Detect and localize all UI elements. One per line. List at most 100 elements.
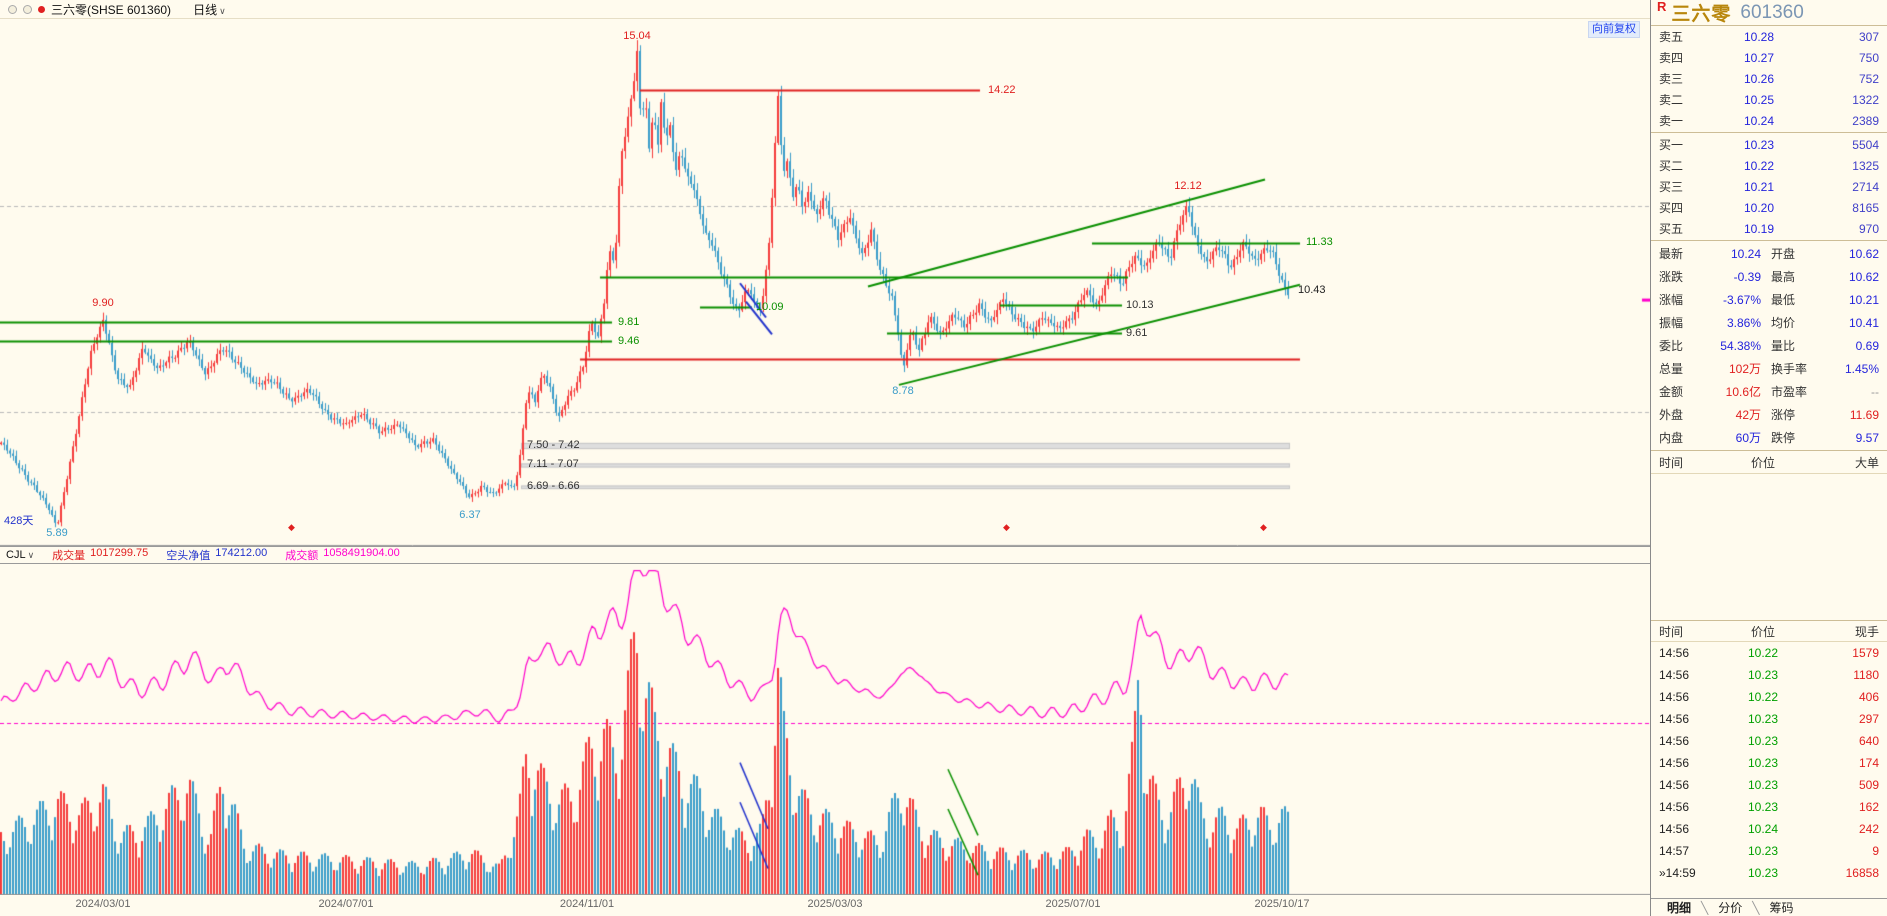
- order-book-row-sells-3[interactable]: 卖二 10.25 1322: [1651, 89, 1887, 110]
- big-order-table-empty: [1651, 474, 1887, 620]
- indicator-name-label: CJL: [6, 549, 26, 561]
- quote-info-value: 0.69: [1855, 338, 1879, 353]
- tick-volume: 509: [1858, 778, 1879, 792]
- order-book-volume: 1325: [1852, 158, 1879, 173]
- tab-分价[interactable]: 分价: [1718, 901, 1743, 915]
- tick-time: »14:59: [1659, 866, 1696, 880]
- tick-volume: 1579: [1852, 646, 1879, 660]
- date-axis-label: 2025/07/01: [1045, 898, 1101, 910]
- quote-info-label: 均价: [1771, 316, 1796, 330]
- tick-volume: 16858: [1845, 866, 1879, 880]
- order-book-volume: 1322: [1852, 92, 1879, 107]
- order-book-row-buys-0[interactable]: 买一 10.23 5504: [1651, 134, 1887, 155]
- order-book-volume: 307: [1858, 29, 1879, 44]
- window-link-icon[interactable]: [8, 4, 17, 14]
- quote-info-value: 9.57: [1855, 430, 1879, 445]
- order-book-row-buys-4[interactable]: 买五 10.19 970: [1651, 218, 1887, 239]
- divider: [1651, 132, 1887, 133]
- table-header-cell: 现手: [1854, 624, 1879, 639]
- quote-info-label: 换手率: [1771, 362, 1808, 376]
- tab-筹码[interactable]: 筹码: [1769, 901, 1794, 915]
- tick-volume: 297: [1858, 712, 1879, 726]
- tick-price: 10.22: [1747, 690, 1779, 704]
- order-book-row-buys-3[interactable]: 买四 10.20 8165: [1651, 197, 1887, 218]
- order-book-level-label: 买二: [1659, 159, 1684, 173]
- order-book-row-sells-2[interactable]: 卖三 10.26 752: [1651, 68, 1887, 89]
- quote-info-label: 开盘: [1771, 247, 1796, 261]
- quote-info-value: 60万: [1735, 431, 1761, 445]
- order-book-row-buys-1[interactable]: 买二 10.22 1325: [1651, 155, 1887, 176]
- quote-info-row: 振幅 3.86% 均价 10.41: [1651, 311, 1887, 334]
- window-link-icon-2[interactable]: [23, 4, 32, 14]
- tick-volume: 406: [1858, 690, 1879, 704]
- tick-time: 14:56: [1659, 800, 1690, 814]
- tick-volume: 242: [1858, 822, 1879, 836]
- tick-price: 10.24: [1747, 822, 1779, 836]
- quote-info-label: 委比: [1659, 339, 1684, 353]
- quote-info-label: 内盘: [1659, 431, 1684, 445]
- period-selector[interactable]: 日线 ∨: [193, 1, 226, 18]
- indicator-field-value: 1017299.75: [90, 547, 149, 559]
- tick-list[interactable]: 14:56 10.22 1579 14:56 10.23 1180 14:56 10.22 40…: [1651, 642, 1887, 884]
- quote-info-value: -0.39: [1733, 269, 1761, 284]
- tick-time: 14:56: [1659, 668, 1690, 682]
- tick-row: 14:56 10.23 162: [1651, 796, 1887, 818]
- tick-time: 14:56: [1659, 646, 1690, 660]
- order-book-volume: 2389: [1852, 113, 1879, 128]
- volume-chart-canvas[interactable]: [0, 564, 1650, 895]
- big-order-table-header: 时间 价位 大单: [1651, 452, 1887, 474]
- indicator-selector[interactable]: CJL ∨: [6, 549, 34, 561]
- tab-separator: ╲: [1752, 900, 1760, 915]
- order-book-row-sells-1[interactable]: 卖四 10.27 750: [1651, 47, 1887, 68]
- divider: [1651, 450, 1887, 451]
- tick-row: 14:56 10.22 1579: [1651, 642, 1887, 664]
- order-book-price: 10.25: [1743, 92, 1775, 107]
- quote-info-row: 内盘 60万 跌停 9.57: [1651, 426, 1887, 449]
- order-book-row-sells-4[interactable]: 卖一 10.24 2389: [1651, 110, 1887, 131]
- tick-volume: 9: [1872, 844, 1879, 858]
- indicator-field: 成交量 1017299.75: [52, 547, 148, 563]
- quote-info-value: -3.67%: [1722, 292, 1761, 307]
- quote-info-value: 10.24: [1730, 246, 1761, 261]
- order-book-price: 10.28: [1743, 29, 1775, 44]
- tick-price: 10.23: [1747, 668, 1779, 682]
- date-axis: 2024/03/01 2024/07/01 2024/11/01 2025/03/03…: [0, 896, 1650, 916]
- tick-row: »14:59 10.23 16858: [1651, 862, 1887, 884]
- order-book-price: 10.27: [1743, 50, 1775, 65]
- chevron-down-icon: ∨: [27, 550, 35, 560]
- order-book-row-sells-0[interactable]: 卖五 10.28 307: [1651, 26, 1887, 47]
- quote-info-value: --: [1871, 384, 1879, 399]
- indicator-values: 成交量 1017299.75 空头净值 174212.00 成交额 1058491904.…: [52, 547, 400, 563]
- order-book-row-buys-2[interactable]: 买三 10.21 2714: [1651, 176, 1887, 197]
- order-book-price: 10.19: [1743, 221, 1775, 236]
- order-book-volume: 970: [1858, 221, 1879, 236]
- tick-price: 10.23: [1747, 866, 1779, 880]
- tick-row: 14:56 10.23 640: [1651, 730, 1887, 752]
- quote-info-label: 量比: [1771, 339, 1796, 353]
- date-axis-label: 2024/03/01: [75, 898, 131, 910]
- tick-volume: 640: [1858, 734, 1879, 748]
- quote-info-row: 委比 54.38% 量比 0.69: [1651, 334, 1887, 357]
- tick-price: 10.23: [1747, 844, 1779, 858]
- quote-info-value: 10.6亿: [1725, 385, 1761, 399]
- tick-price: 10.23: [1747, 756, 1779, 770]
- tick-row: 14:56 10.23 509: [1651, 774, 1887, 796]
- quote-info-row: 最新 10.24 开盘 10.62: [1651, 242, 1887, 265]
- tick-time: 14:56: [1659, 756, 1690, 770]
- quote-info-row: 总量 102万 换手率 1.45%: [1651, 357, 1887, 380]
- indicator-field: 空头净值 174212.00: [166, 547, 267, 563]
- order-book-level-label: 买五: [1659, 222, 1684, 236]
- candlestick-chart-canvas[interactable]: [0, 19, 1650, 546]
- tick-row: 14:56 10.23 297: [1651, 708, 1887, 730]
- quote-info-value: 3.86%: [1726, 315, 1761, 330]
- adjust-mode-button[interactable]: 向前复权: [1588, 21, 1640, 38]
- tick-time: 14:56: [1659, 822, 1690, 836]
- sell-levels: 卖五 10.28 307 卖四 10.27 750 卖三 10.26 752 卖二 10.25 132…: [1651, 26, 1887, 131]
- quote-info-value: 1.45%: [1844, 361, 1879, 376]
- quote-info-value: 11.69: [1849, 407, 1879, 422]
- tick-price: 10.23: [1747, 778, 1779, 792]
- quote-info-row: 涨跌 -0.39 最高 10.62: [1651, 265, 1887, 288]
- tick-row: 14:57 10.23 9: [1651, 840, 1887, 862]
- tab-明细[interactable]: 明细: [1667, 901, 1692, 915]
- tick-volume: 174: [1858, 756, 1879, 770]
